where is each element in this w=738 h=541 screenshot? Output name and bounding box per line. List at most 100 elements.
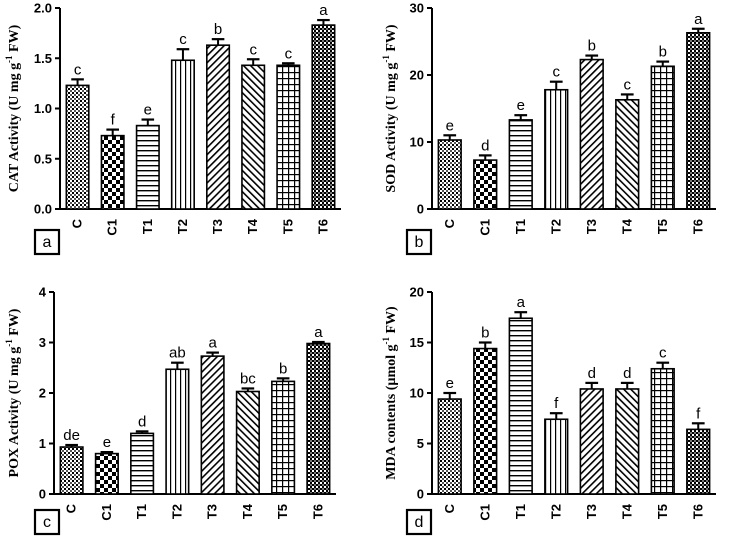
- x-tick-label: T3: [205, 504, 220, 519]
- x-tick-label: C1: [477, 219, 492, 236]
- x-tick-label: T5: [280, 219, 295, 234]
- panel-tag-box: [405, 228, 433, 256]
- y-axis-label: POX Activity (U mg g-1 FW): [4, 308, 22, 477]
- bar-t4: [235, 390, 260, 495]
- bar-t6: [686, 428, 711, 495]
- y-tick-label: 0: [39, 487, 46, 502]
- panel-a-cat-chart: 0.0 0.5 1.0 1.5 2.0 CAT Activity (U mg g-1 FW…: [4, 1, 341, 256]
- significance-label: c: [553, 64, 561, 81]
- y-axis-label-superscript: -1: [4, 55, 14, 63]
- bar-t2: [544, 418, 569, 495]
- y-tick-label: 2.0: [34, 1, 52, 16]
- bar-t5: [650, 65, 675, 210]
- significance-label: c: [74, 61, 82, 78]
- bar-c: [59, 446, 84, 495]
- y-axis-label-main: SOD Activity (U mg g: [384, 63, 399, 193]
- x-tick-label: T2: [169, 504, 184, 519]
- significance-label: a: [694, 11, 703, 28]
- panel-tag-box: [405, 508, 433, 536]
- significance-label: c: [624, 76, 632, 93]
- bar-c1: [473, 159, 498, 210]
- y-tick-label: 2: [39, 386, 46, 401]
- x-tick-label: T4: [240, 503, 255, 519]
- x-tick-label: T2: [548, 219, 563, 234]
- panel-tag-label: c: [43, 514, 51, 531]
- y-tick-label: 1: [39, 436, 46, 451]
- y-tick-label: 20: [410, 285, 424, 300]
- x-tick-label: T5: [655, 504, 670, 519]
- significance-label: b: [279, 360, 287, 377]
- panel-tag-box: [33, 228, 61, 256]
- x-tick-label: T4: [619, 218, 634, 234]
- bar-t5: [650, 367, 675, 495]
- y-tick-label: 10: [410, 135, 424, 150]
- y-axis-label-superscript: -1: [4, 339, 14, 347]
- x-tick-label: C1: [477, 504, 492, 521]
- bar-t5: [276, 64, 301, 210]
- panel-tag-label: b: [415, 234, 424, 251]
- y-tick-label: 3: [39, 335, 46, 350]
- significance-label: a: [319, 2, 328, 19]
- x-tick-label: T1: [513, 219, 528, 234]
- significance-label: d: [623, 365, 631, 382]
- y-tick-label: 20: [410, 68, 424, 83]
- significance-label: c: [179, 31, 187, 48]
- y-axis-label: CAT Activity (U mg g-1 FW): [4, 24, 22, 192]
- significance-label: f: [554, 395, 559, 412]
- significance-label: a: [314, 324, 323, 341]
- y-axis-label-main: MDA contents (µmol g: [384, 345, 399, 480]
- bar-t4: [241, 64, 266, 210]
- bar-t1: [130, 432, 155, 495]
- x-tick-label: C: [64, 503, 79, 513]
- x-tick-label: T2: [548, 504, 563, 519]
- significance-label: d: [138, 413, 146, 430]
- y-tick-label: 1.0: [34, 101, 52, 116]
- bar-t3: [579, 388, 604, 495]
- y-axis-label-main: CAT Activity (U mg g: [7, 63, 22, 192]
- bar-c1: [100, 134, 125, 210]
- bar-t1: [508, 119, 533, 210]
- x-tick-label: C: [442, 218, 457, 228]
- x-tick-label: T1: [140, 219, 155, 234]
- significance-label: a: [517, 294, 526, 311]
- bar-c: [65, 84, 90, 210]
- bar-t4: [615, 98, 640, 210]
- bar-t4: [615, 388, 640, 495]
- bar-c1: [473, 347, 498, 495]
- bar-c1: [94, 452, 119, 495]
- panel-d-mda-chart: 0 5 10 15 20 MDA contents (µmol g-1 FW) e Cb C1 a…: [381, 285, 716, 536]
- x-tick-label: T5: [275, 504, 290, 519]
- significance-label: b: [659, 44, 667, 61]
- significance-label: c: [659, 345, 667, 362]
- y-axis-label: SOD Activity (U mg g-1 FW): [381, 24, 399, 192]
- significance-label: de: [63, 427, 80, 444]
- bar-t3: [200, 355, 225, 495]
- y-axis-label-superscript: -1: [381, 337, 391, 345]
- significance-label: c: [249, 41, 257, 58]
- bar-t3: [579, 58, 604, 210]
- y-tick-label: 0: [417, 202, 424, 217]
- bar-t1: [508, 317, 533, 495]
- x-tick-label: C1: [99, 504, 114, 521]
- bar-t1: [135, 124, 160, 210]
- x-tick-label: C: [442, 503, 457, 513]
- x-tick-label: T1: [513, 504, 528, 519]
- panel-tag-box: [33, 508, 61, 536]
- x-tick-label: T6: [690, 219, 705, 234]
- bar-t3: [206, 44, 231, 210]
- bar-c: [437, 139, 462, 210]
- panel-b-sod-chart: 0 10 20 30 SOD Activity (U mg g-1 FW) e Cd C1 e T…: [381, 1, 716, 256]
- x-tick-label: T6: [315, 219, 330, 234]
- significance-label: bc: [240, 370, 256, 387]
- significance-label: e: [103, 434, 111, 451]
- y-axis-label-unit: FW): [7, 308, 22, 339]
- y-tick-label: 1.5: [34, 51, 52, 66]
- bar-t6: [306, 342, 331, 495]
- y-axis-label-superscript: -1: [381, 55, 391, 63]
- bar-t6: [311, 24, 336, 210]
- panel-c-pox-chart: 0 1 2 3 4 POX Activity (U mg g-1 FW) de Ce C1 d T1…: [4, 285, 336, 536]
- y-axis-label-unit: FW): [384, 24, 399, 55]
- y-tick-label: 0.5: [34, 151, 52, 166]
- x-tick-label: T3: [584, 504, 599, 519]
- significance-label: e: [446, 117, 454, 134]
